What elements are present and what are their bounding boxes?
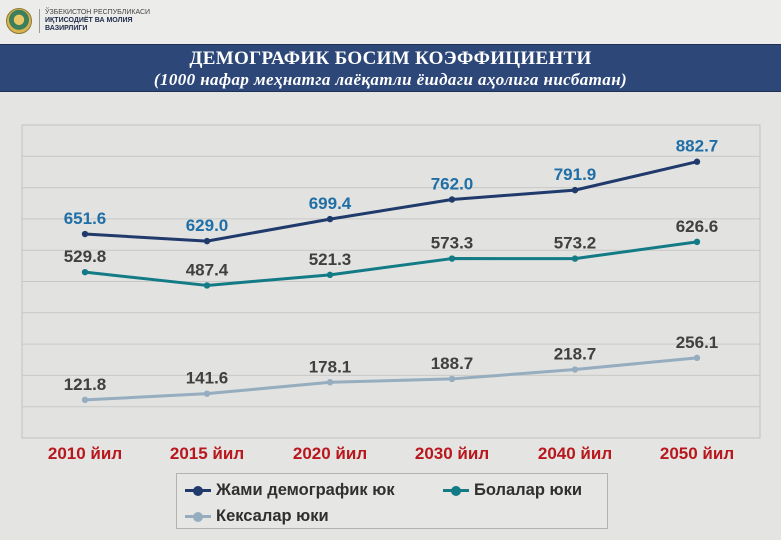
x-tick-label: 2015 йил xyxy=(170,444,244,463)
data-point-children xyxy=(448,255,456,262)
series-line-total xyxy=(83,160,699,243)
top-bar: ЎЗБЕКИСТОН РЕСПУБЛИКАСИ ИҚТИСОДИЁТ ВА МО… xyxy=(0,0,781,44)
chart-legend: Жами демографик юк Болалар юки Кексалар … xyxy=(176,473,608,529)
data-label-elderly: 121.8 xyxy=(64,375,107,394)
data-label-children: 573.3 xyxy=(431,234,474,253)
legend-marker-children xyxy=(443,485,469,496)
data-label-elderly: 188.7 xyxy=(431,354,474,373)
data-label-total: 629.0 xyxy=(186,216,229,235)
data-point-children xyxy=(571,255,579,262)
line-chart: 651.6 629.0 699.4 762.0 791.9 882.7 529.8 487.4… xyxy=(21,124,761,463)
data-point-total xyxy=(571,186,579,194)
data-point-children xyxy=(693,238,701,246)
state-emblem-icon xyxy=(6,8,32,34)
series-points xyxy=(81,158,701,404)
data-point-total xyxy=(693,158,701,165)
data-point-total xyxy=(326,215,334,223)
data-label-total: 651.6 xyxy=(64,209,107,228)
data-label-children: 573.2 xyxy=(554,234,597,253)
data-label-elderly: 141.6 xyxy=(186,369,229,388)
chart-area: 651.6 629.0 699.4 762.0 791.9 882.7 529.8 487.4… xyxy=(0,92,781,540)
data-label-total: 791.9 xyxy=(554,165,597,184)
legend-item-total: Жами демографик юк xyxy=(185,481,395,500)
ministry-name: ЎЗБЕКИСТОН РЕСПУБЛИКАСИ ИҚТИСОДИЁТ ВА МО… xyxy=(39,9,150,33)
title-band: ДЕМОГРАФИК БОСИМ КОЭФФИЦИЕНТИ (1000 нафа… xyxy=(0,44,781,92)
legend-item-children: Болалар юки xyxy=(443,481,582,500)
legend-item-elderly: Кексалар юки xyxy=(185,507,329,526)
data-label-children: 529.8 xyxy=(64,247,107,266)
data-point-elderly xyxy=(326,379,334,386)
data-point-total xyxy=(203,237,211,245)
data-label-elderly: 256.1 xyxy=(676,333,719,352)
legend-label-elderly: Кексалар юки xyxy=(216,507,329,525)
series-line-children xyxy=(83,240,699,287)
chart-subtitle: (1000 нафар меҳнатга лаёқатли ёшдаги аҳо… xyxy=(153,70,628,89)
ministry-name-line3: ВАЗИРЛИГИ xyxy=(45,25,88,32)
data-labels: 651.6 629.0 699.4 762.0 791.9 882.7 529.8 487.4… xyxy=(64,137,719,394)
x-tick-label: 2030 йил xyxy=(415,444,489,463)
x-axis-labels: 2010 йил 2015 йил 2020 йил 2030 йил 2040 йил… xyxy=(48,444,734,463)
x-tick-label: 2020 йил xyxy=(293,444,367,463)
data-point-elderly xyxy=(81,396,89,404)
data-label-total: 882.7 xyxy=(676,137,719,156)
data-point-children xyxy=(326,271,334,279)
data-point-elderly xyxy=(571,366,579,373)
series-line-elderly xyxy=(83,356,699,402)
x-tick-label: 2050 йил xyxy=(660,444,734,463)
data-point-elderly xyxy=(693,354,701,362)
legend-marker-elderly xyxy=(185,511,211,522)
data-point-children xyxy=(203,282,211,289)
ministry-logo: ЎЗБЕКИСТОН РЕСПУБЛИКАСИ ИҚТИСОДИЁТ ВА МО… xyxy=(6,8,150,34)
data-label-elderly: 178.1 xyxy=(309,357,352,376)
ministry-name-line2: ИҚТИСОДИЁТ ВА МОЛИЯ xyxy=(45,17,133,24)
data-label-children: 487.4 xyxy=(186,260,229,279)
data-label-elderly: 218.7 xyxy=(554,345,597,364)
legend-marker-total xyxy=(185,485,211,496)
legend-label-total: Жами демографик юк xyxy=(216,481,395,499)
data-label-children: 521.3 xyxy=(309,250,352,269)
series-lines xyxy=(83,160,699,402)
data-label-total: 762.0 xyxy=(431,174,474,193)
data-point-children xyxy=(81,268,89,276)
data-point-elderly xyxy=(203,390,211,397)
data-point-elderly xyxy=(448,375,456,383)
data-point-total xyxy=(448,196,456,203)
data-label-total: 699.4 xyxy=(309,194,352,213)
legend-label-children: Болалар юки xyxy=(474,481,582,499)
x-tick-label: 2010 йил xyxy=(48,444,122,463)
data-label-children: 626.6 xyxy=(676,217,719,236)
ministry-name-line1: ЎЗБЕКИСТОН РЕСПУБЛИКАСИ xyxy=(45,9,151,16)
chart-title: ДЕМОГРАФИК БОСИМ КОЭФФИЦИЕНТИ xyxy=(189,48,592,69)
data-point-total xyxy=(81,230,89,238)
x-tick-label: 2040 йил xyxy=(538,444,612,463)
